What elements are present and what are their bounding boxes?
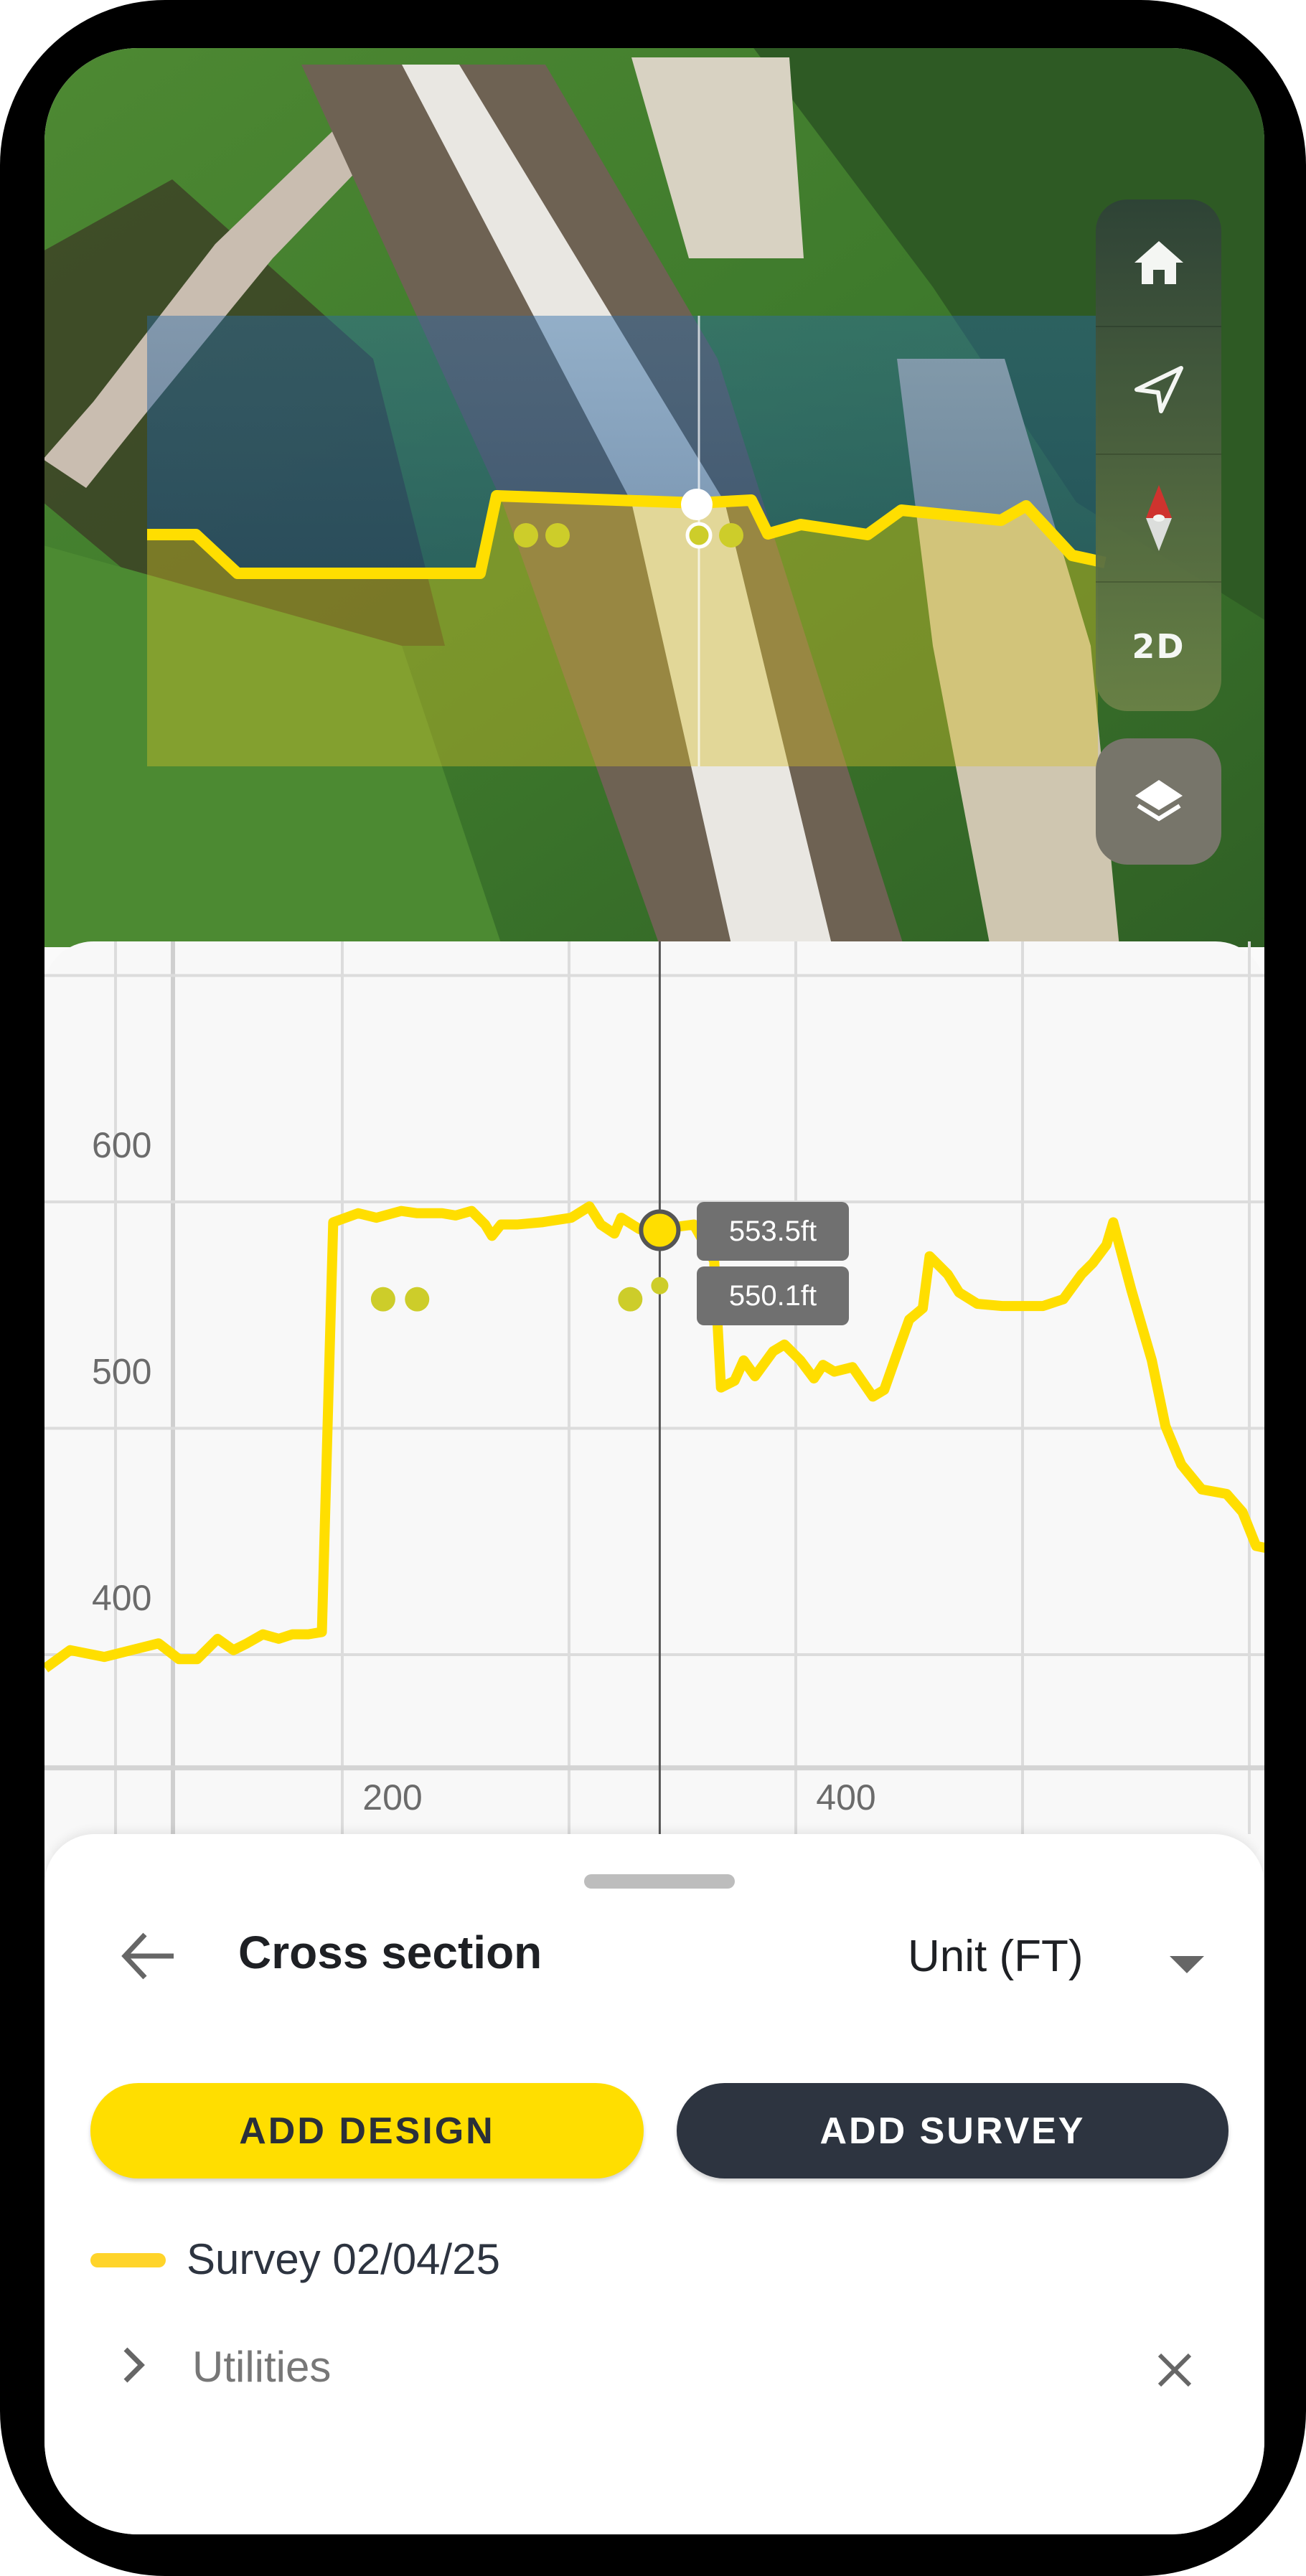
- layers-button[interactable]: [1096, 738, 1221, 865]
- compass-icon: [1145, 485, 1172, 551]
- back-button[interactable]: [116, 1927, 181, 1985]
- y-tick-label: 600: [92, 1125, 151, 1165]
- 2d-toggle-button[interactable]: 2D: [1096, 583, 1221, 710]
- cross-section-chart[interactable]: 400 500 600 200 400: [44, 48, 1264, 2534]
- data-point[interactable]: [651, 1277, 669, 1294]
- arrow-left-icon: [121, 1932, 174, 1980]
- cursor-handle[interactable]: [639, 1209, 681, 1251]
- compass-button[interactable]: [1096, 455, 1221, 583]
- data-point[interactable]: [405, 1287, 430, 1312]
- map-profile-line: [147, 490, 1107, 579]
- home-button[interactable]: [1096, 199, 1221, 327]
- map-view[interactable]: [44, 48, 1264, 947]
- data-point[interactable]: [618, 1287, 643, 1312]
- legend-item-survey[interactable]: Survey 02/04/25: [187, 2235, 500, 2283]
- close-icon: [1157, 2353, 1192, 2387]
- map-buildings: [631, 57, 804, 258]
- chevron-right-icon: [123, 2347, 145, 2383]
- map-cursor-ring: [685, 522, 713, 549]
- locate-button[interactable]: [1096, 327, 1221, 455]
- add-survey-button[interactable]: ADD SURVEY: [677, 2083, 1229, 2178]
- unit-select[interactable]: Unit (FT): [908, 1932, 1084, 1981]
- home-icon: [1134, 241, 1183, 284]
- data-point[interactable]: [370, 1287, 395, 1312]
- 2d-label: 2D: [1132, 627, 1185, 666]
- overlay-above-profile: [147, 316, 1098, 573]
- y-tick-label: 500: [92, 1352, 151, 1392]
- map-point: [545, 523, 570, 547]
- map-point: [514, 523, 538, 547]
- map-point: [719, 523, 743, 547]
- utilities-group-label: Utilities: [192, 2343, 332, 2391]
- map-train: [402, 65, 832, 947]
- bottom-sheet: Cross section Unit (FT) ADD DESIGN ADD S…: [44, 1834, 1264, 2534]
- map-cursor-dot[interactable]: [681, 489, 713, 520]
- layers-icon: [1134, 780, 1183, 822]
- legend-swatch: [90, 2253, 166, 2267]
- x-tick-label: 200: [362, 1777, 422, 1818]
- x-tick-label: 400: [816, 1777, 875, 1818]
- chevron-down-icon[interactable]: [1170, 1956, 1204, 1973]
- tooltip-point-elevation: 550.1ft: [697, 1266, 849, 1325]
- map-controls: 2D: [1096, 199, 1221, 711]
- overlay-below-profile: [147, 496, 1098, 766]
- add-design-button[interactable]: ADD DESIGN: [90, 2083, 644, 2178]
- expand-utilities-button[interactable]: [113, 2336, 156, 2394]
- tooltip-survey-elevation: 553.5ft: [697, 1202, 849, 1261]
- page-title: Cross section: [238, 1927, 542, 1978]
- map-vegetation-left: [44, 545, 502, 947]
- sheet-drag-handle[interactable]: [584, 1874, 735, 1889]
- navigation-arrow-icon: [1134, 366, 1183, 413]
- screen: 2D 400 500 600 200 400 553.5ft 550.1ft Cross…: [44, 48, 1264, 2534]
- remove-utilities-button[interactable]: [1150, 2345, 1200, 2395]
- chart-background: [44, 941, 1264, 1874]
- y-tick-label: 400: [92, 1578, 151, 1618]
